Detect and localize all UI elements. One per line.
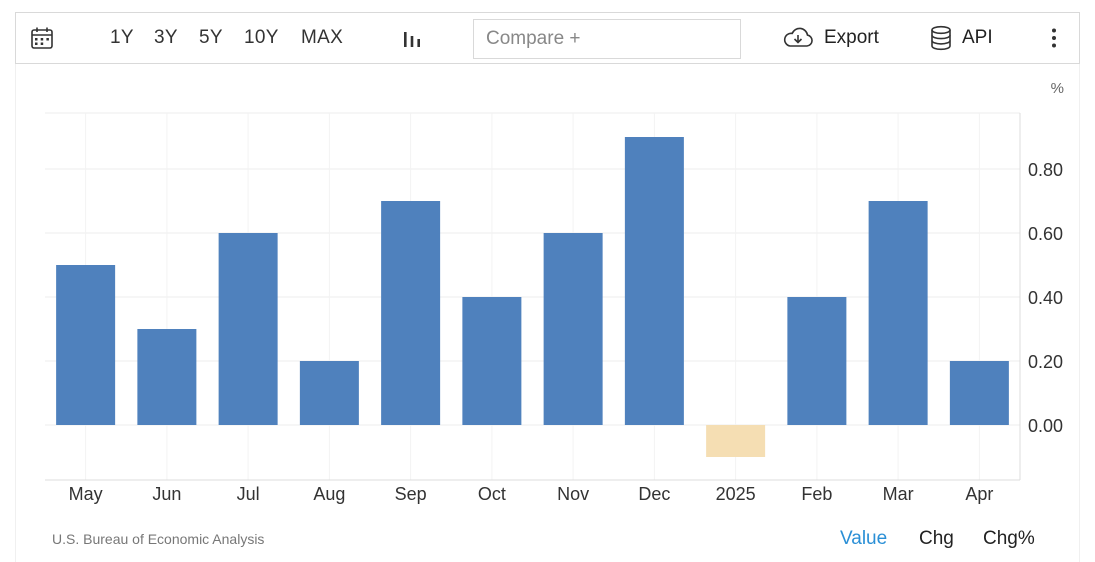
api-button[interactable]: API [930,13,993,63]
bar-chart-icon[interactable] [402,13,422,63]
export-label: Export [824,27,879,48]
range-5y-button[interactable]: 5Y [199,27,223,48]
range-max-button[interactable]: MAX [301,27,344,48]
range-10y-button[interactable]: 10Y [244,27,279,48]
range-3y-button[interactable]: 3Y [154,27,178,48]
chart-area [15,64,1080,562]
range-1y-button[interactable]: 1Y [110,27,134,48]
tab-value[interactable]: Value [840,528,888,549]
tab-chg[interactable]: Chg [919,528,954,549]
calendar-icon[interactable] [30,13,54,63]
cloud-download-icon [782,26,814,50]
export-button[interactable]: Export [782,13,879,63]
api-label: API [962,27,993,48]
source-label: U.S. Bureau of Economic Analysis [52,531,265,547]
compare-input[interactable]: Compare + [473,19,741,59]
chart-toolbar: 1Y 3Y 5Y 10Y MAX Compare + Export [15,12,1080,64]
tab-chg-percent[interactable]: Chg% [983,528,1035,549]
vertical-dots-icon[interactable] [1050,13,1058,63]
database-icon [930,25,952,51]
